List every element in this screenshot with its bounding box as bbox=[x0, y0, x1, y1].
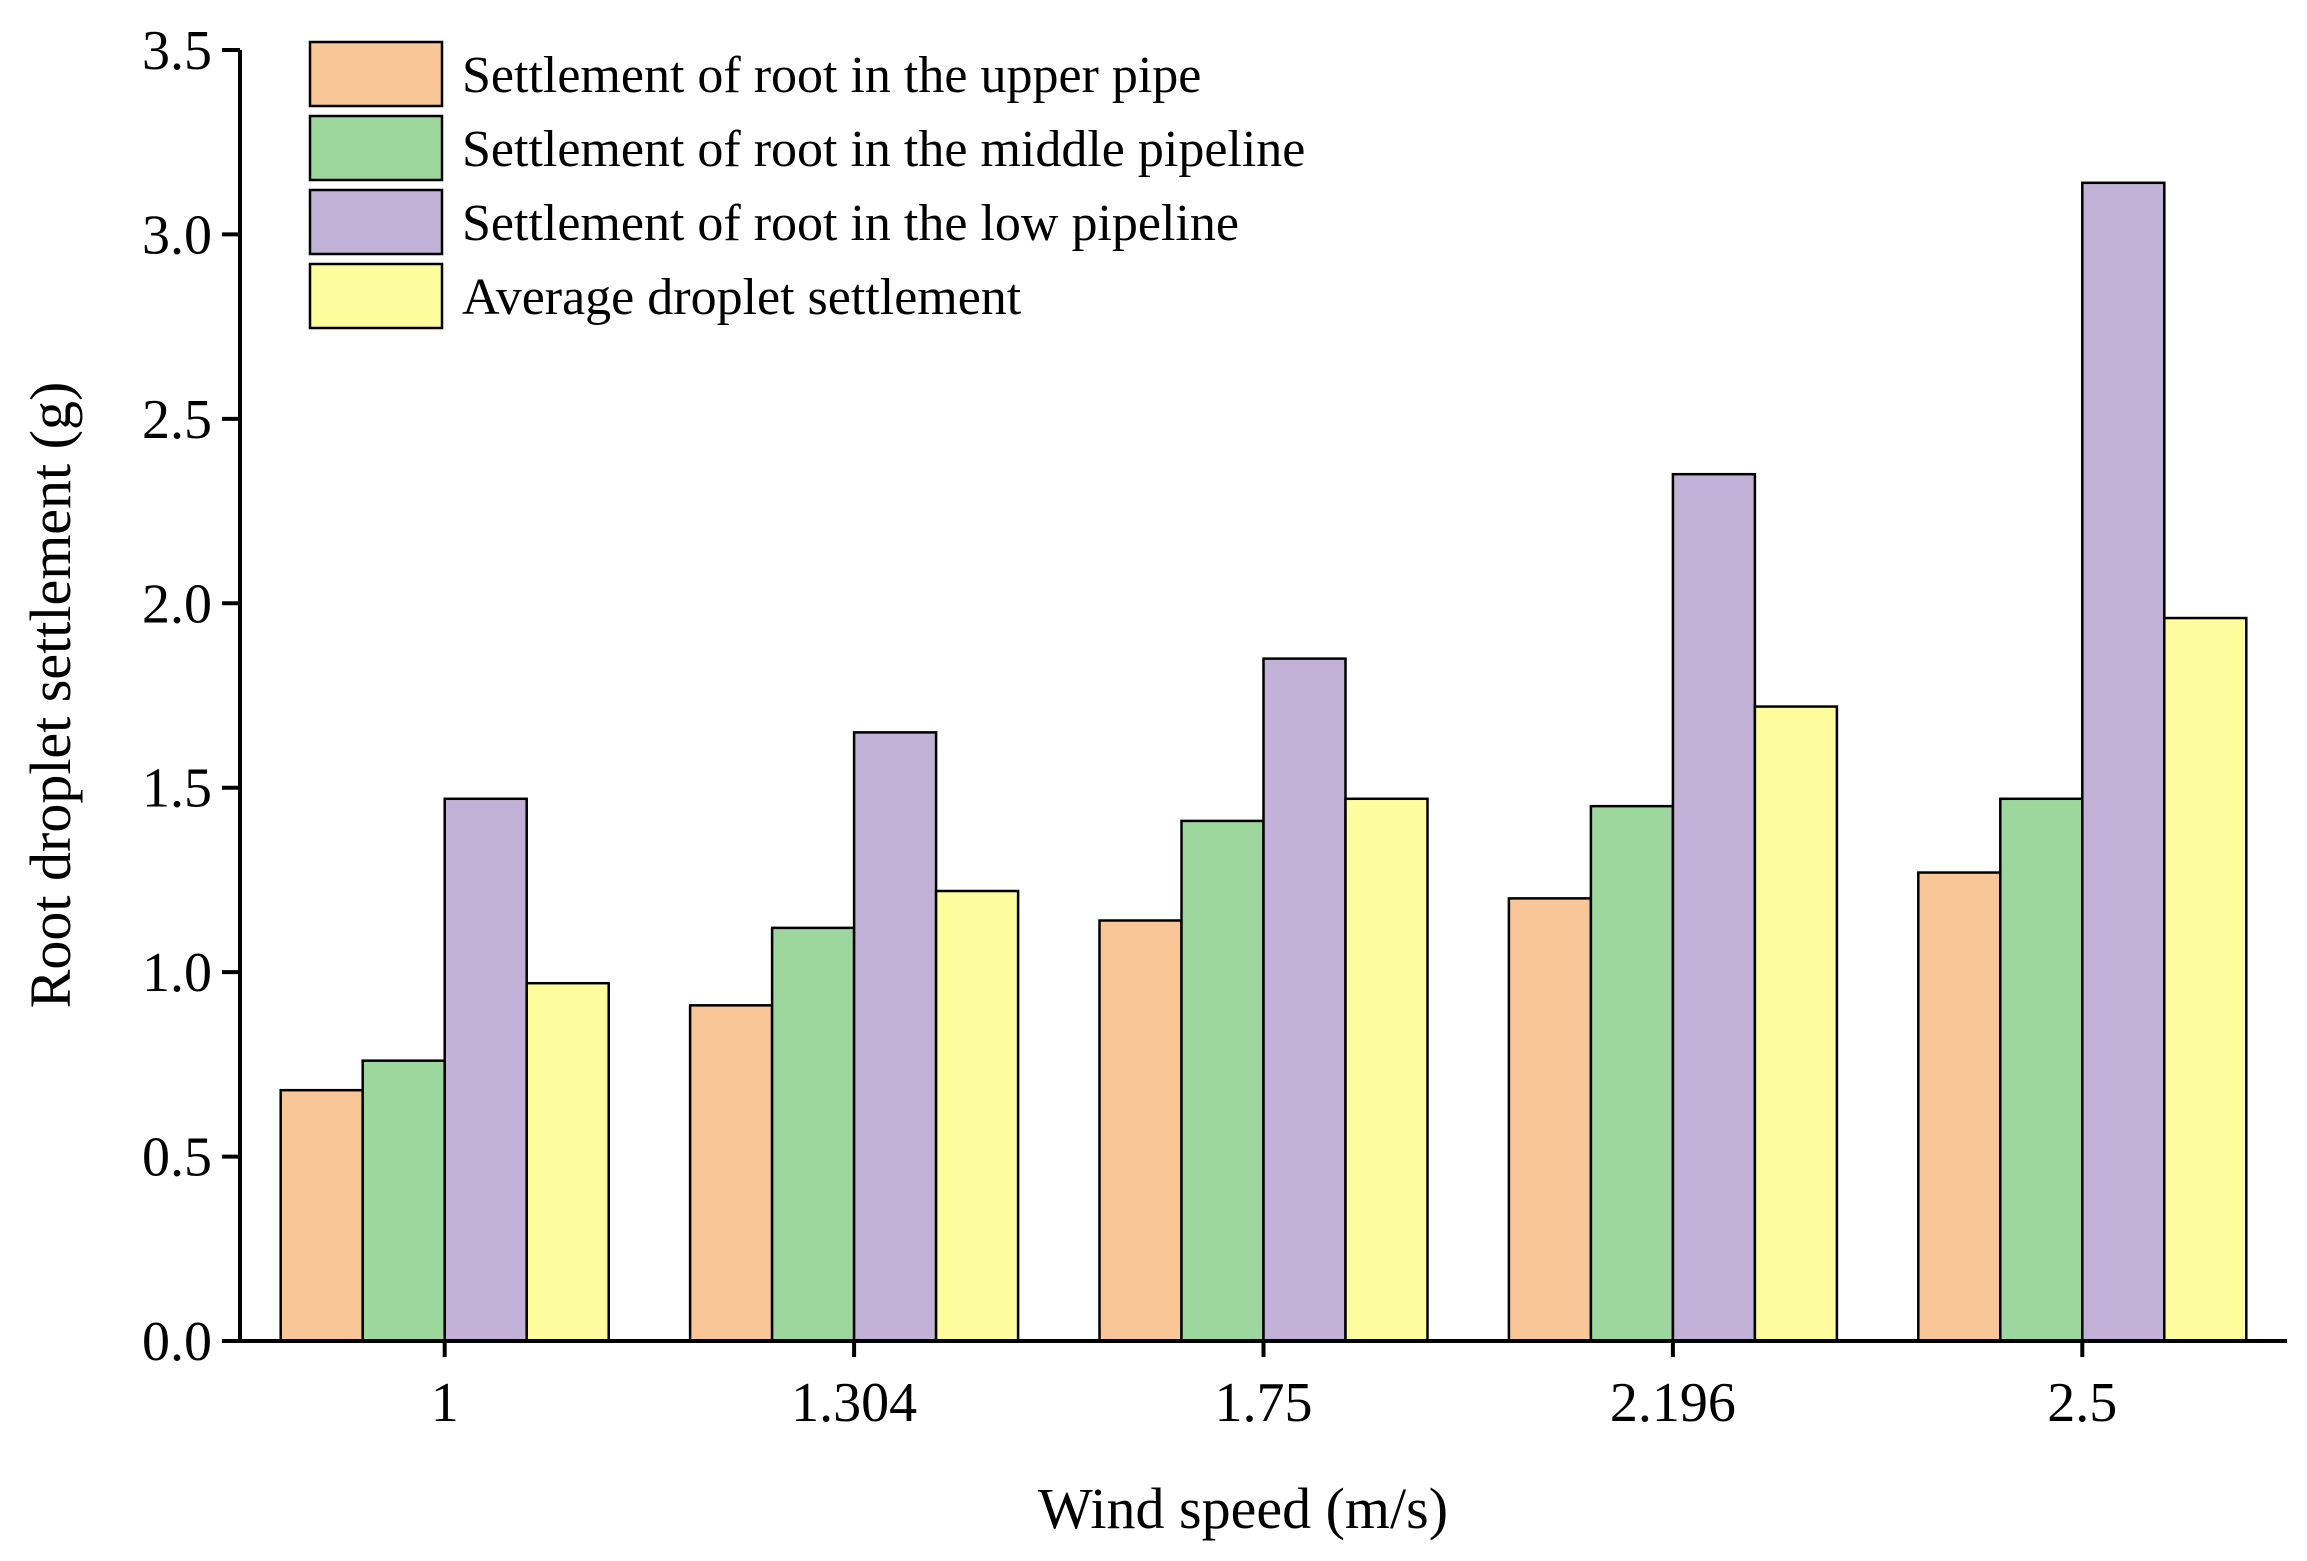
x-tick-label: 1.75 bbox=[1215, 1372, 1313, 1434]
bar-series-3-cat-5 bbox=[2081, 181, 2166, 1343]
bar-series-1-cat-4 bbox=[1507, 897, 1593, 1343]
bar-series-4-cat-4 bbox=[1753, 705, 1839, 1343]
bar-series-1-cat-1 bbox=[279, 1088, 364, 1343]
bar-series-2-cat-1 bbox=[361, 1059, 446, 1343]
bar-series-1-cat-2 bbox=[688, 1004, 774, 1343]
legend-label-2: Settlement of root in the middle pipelin… bbox=[462, 121, 1305, 178]
legend-label-4: Average droplet settlement bbox=[462, 269, 1022, 326]
bar-series-4-cat-5 bbox=[2163, 616, 2248, 1343]
legend-swatch-4 bbox=[308, 262, 444, 330]
y-tick-label: 1.5 bbox=[142, 758, 212, 820]
y-tick-label: 2.5 bbox=[142, 389, 212, 451]
bar-series-3-cat-1 bbox=[443, 797, 528, 1343]
bar-series-3-cat-3 bbox=[1262, 657, 1347, 1343]
legend: Settlement of root in the upper pipe Sett… bbox=[308, 40, 1305, 330]
bar-series-4-cat-3 bbox=[1344, 797, 1429, 1343]
y-tick-label: 0.5 bbox=[142, 1127, 212, 1189]
bar-series-2-cat-2 bbox=[770, 926, 856, 1343]
bar-series-3-cat-4 bbox=[1671, 472, 1757, 1343]
legend-swatch-2 bbox=[308, 114, 444, 182]
y-tick-label: 3.5 bbox=[142, 20, 212, 82]
x-tick-label: 1 bbox=[431, 1372, 459, 1434]
y-tick-label: 0.0 bbox=[142, 1311, 212, 1373]
x-tick-label: 2.196 bbox=[1610, 1372, 1736, 1434]
x-tick-label: 1.304 bbox=[791, 1372, 917, 1434]
y-tick-label: 2.0 bbox=[142, 573, 212, 635]
bar-series-2-cat-3 bbox=[1180, 819, 1265, 1343]
x-ticks-group: 1 1.304 1.75 2.196 2.5 bbox=[431, 1341, 2117, 1434]
bar-series-4-cat-2 bbox=[934, 889, 1020, 1343]
legend-swatch-1 bbox=[308, 40, 444, 108]
bar-series-1-cat-5 bbox=[1917, 871, 2002, 1343]
bar-series-1-cat-3 bbox=[1098, 919, 1183, 1343]
bar-series-3-cat-2 bbox=[852, 731, 938, 1343]
bars-group bbox=[279, 181, 2248, 1343]
y-axis-title: Root droplet settlement (g) bbox=[18, 382, 83, 1009]
y-tick-label: 1.0 bbox=[142, 942, 212, 1004]
bar-series-2-cat-4 bbox=[1589, 804, 1675, 1343]
bar-series-4-cat-1 bbox=[525, 981, 610, 1343]
legend-label-1: Settlement of root in the upper pipe bbox=[462, 47, 1201, 104]
x-axis-title: Wind speed (m/s) bbox=[1038, 1476, 1448, 1541]
bar-series-2-cat-5 bbox=[1999, 797, 2084, 1343]
legend-swatch-3 bbox=[308, 188, 444, 256]
x-tick-label: 2.5 bbox=[2047, 1372, 2117, 1434]
y-tick-label: 3.0 bbox=[142, 204, 212, 266]
legend-label-3: Settlement of root in the low pipeline bbox=[462, 195, 1239, 252]
y-ticks-group: 0.0 0.5 1.0 1.5 2.0 2.5 3.0 3.5 bbox=[142, 20, 240, 1373]
